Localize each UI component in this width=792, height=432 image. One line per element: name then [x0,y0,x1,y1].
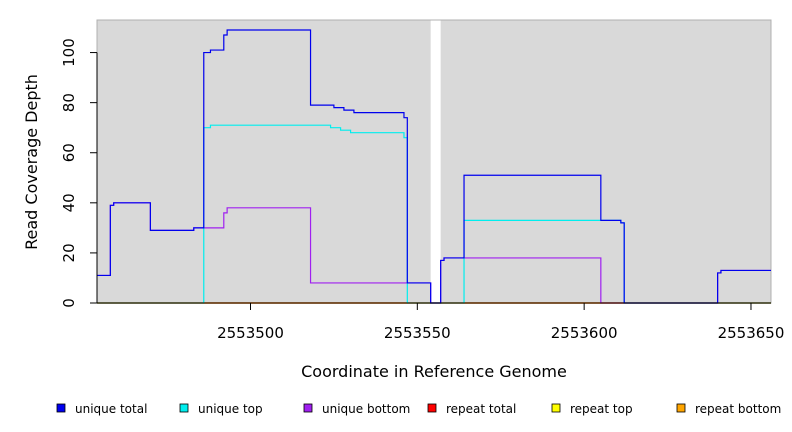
y-tick-label: 60 [60,143,78,162]
axes: 2553500 2553550 2553600 2553650 0 20 40 60 80 100 [60,38,784,342]
y-tick-label: 40 [60,193,78,212]
plot-area [96,19,772,304]
legend-label-unique-top: unique top [198,402,263,416]
x-axis-title: Coordinate in Reference Genome [301,362,567,381]
y-tick-label: 20 [60,243,78,262]
legend: unique total unique top unique bottom repea… [56,402,781,416]
y-axis-title: Read Coverage Depth [22,74,41,250]
legend-swatch-repeat-total [427,403,437,413]
x-tick-label: 2553500 [217,324,284,342]
legend-swatch-unique-top [179,403,189,413]
x-tick-label: 2553550 [384,324,451,342]
y-tick-label: 100 [60,38,78,67]
gap-region [430,20,441,303]
series-line-unique-total [97,29,771,304]
y-tick-label: 80 [60,93,78,112]
x-tick-label: 2553600 [551,324,618,342]
x-tick-label: 2553650 [718,324,785,342]
y-tick-label: 0 [60,298,78,308]
legend-swatch-repeat-bottom [676,403,686,413]
legend-label-repeat-bottom: repeat bottom [695,402,781,416]
legend-label-unique-bottom: unique bottom [322,402,410,416]
legend-swatch-unique-total [56,403,66,413]
legend-label-repeat-total: repeat total [446,402,516,416]
legend-swatch-repeat-top [551,403,561,413]
legend-swatch-unique-bottom [303,403,313,413]
legend-label-repeat-top: repeat top [570,402,633,416]
legend-label-unique-total: unique total [75,402,147,416]
